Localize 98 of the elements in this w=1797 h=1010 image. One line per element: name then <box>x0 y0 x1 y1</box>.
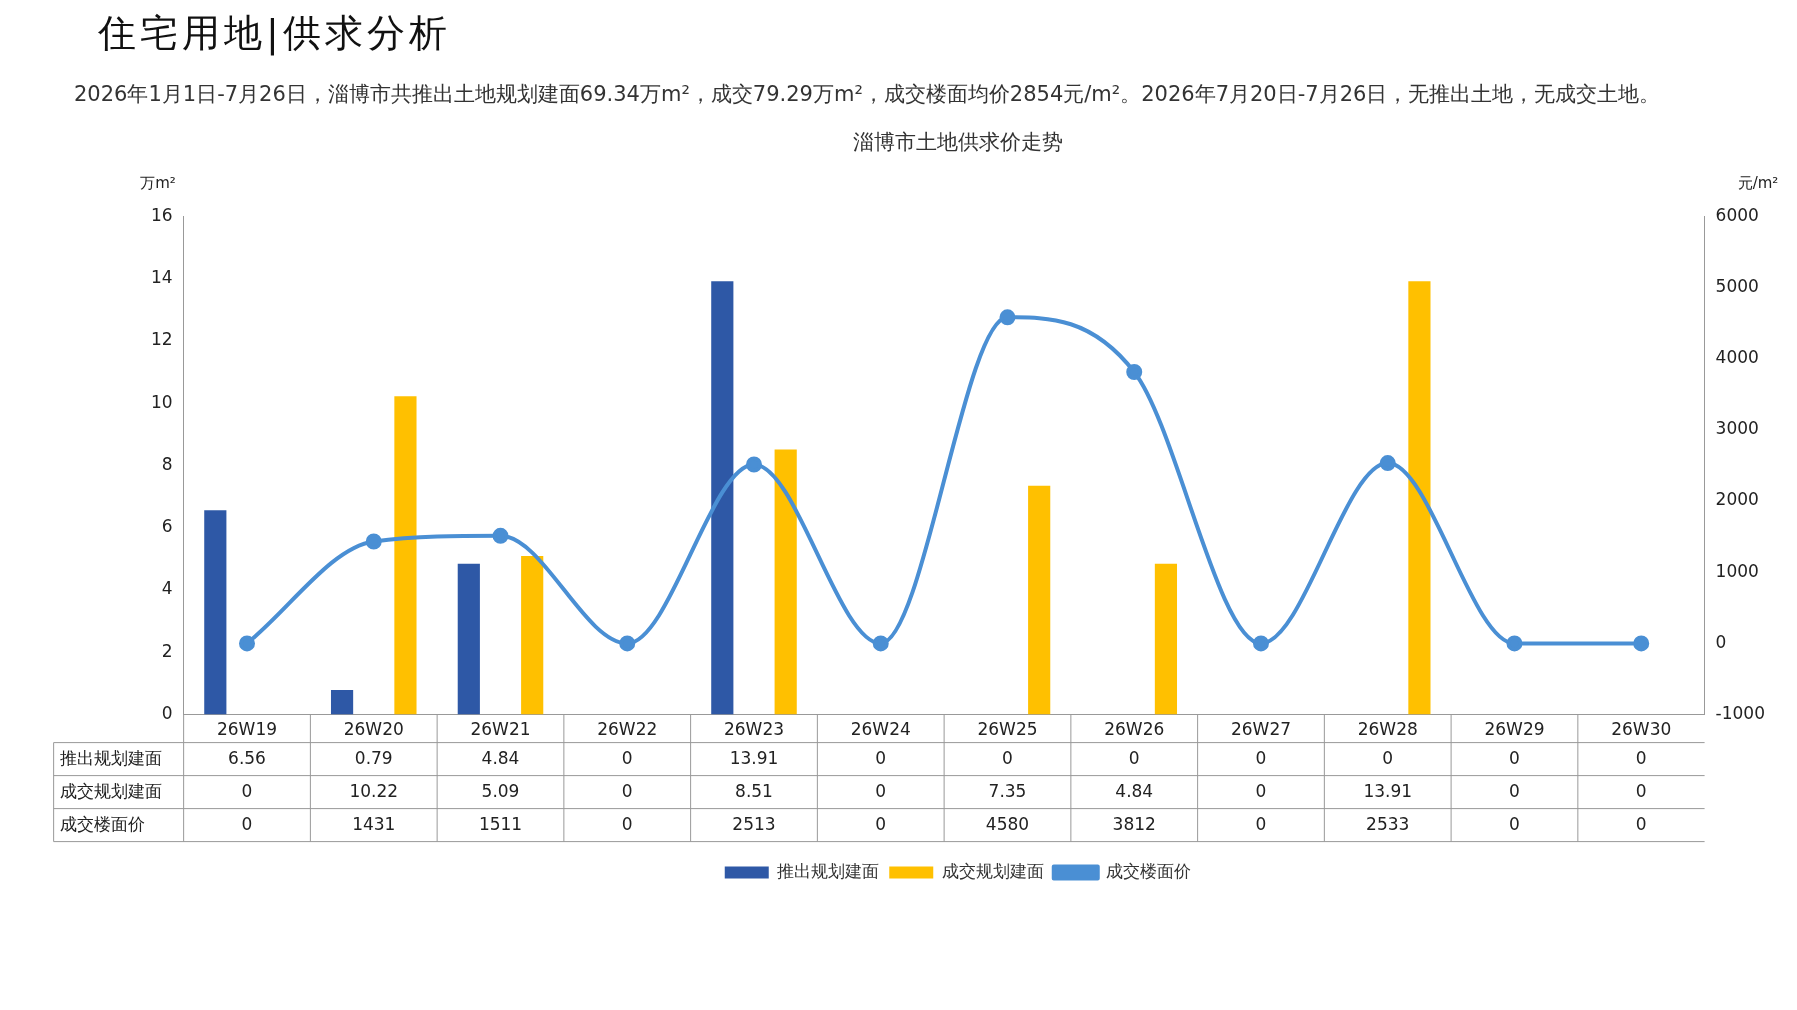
y-tick-label: 8 <box>161 453 173 474</box>
point <box>365 533 382 550</box>
bar <box>711 280 734 715</box>
y-tick-label: 6 <box>161 515 173 536</box>
x-tick-label: 26W20 <box>343 718 404 739</box>
point <box>872 634 889 651</box>
data-label: 7.35 <box>988 780 1027 801</box>
y2-tick-label: -1000 <box>1715 702 1766 723</box>
text: 成交规划建面 <box>59 780 162 801</box>
x-tick-label: 26W27 <box>1230 718 1292 739</box>
point <box>239 634 256 651</box>
bar <box>1028 485 1051 715</box>
text: 成交楼面价 <box>59 813 145 834</box>
data-label: 4.84 <box>481 747 520 768</box>
point <box>1126 363 1143 380</box>
point <box>1252 634 1269 651</box>
text: 2026年1月1日-7月26日，淄博市共推出土地规划建面69.34万m²，成交79.29万m²，成交楼面均价2854元/m²。2026年7月20日-7月26日，无推出土地，无成交土地。 <box>74 81 1662 108</box>
y2-axis-title: 元/m² <box>1737 173 1779 192</box>
y2-tick-label: 3000 <box>1715 417 1759 438</box>
bar <box>394 395 417 715</box>
x-tick-label: 26W26 <box>1104 718 1165 739</box>
data-label: 10.22 <box>349 780 399 801</box>
data-label: 0 <box>1509 780 1520 801</box>
y-tick-label: 10 <box>150 391 173 412</box>
y-tick-label: 0 <box>161 702 173 723</box>
y-axis-title: 万m² <box>140 173 176 192</box>
data-label: 0 <box>875 813 887 834</box>
data-label: 13.91 <box>729 747 779 768</box>
point <box>1379 454 1396 471</box>
x-tick-label: 26W28 <box>1357 718 1418 739</box>
data-label: 4580 <box>985 813 1030 834</box>
point <box>1633 634 1650 651</box>
data-label: 0 <box>1635 813 1647 834</box>
y2-tick-label: 4000 <box>1715 346 1759 367</box>
legend-label: 推出规划建面 <box>777 860 880 881</box>
point <box>999 308 1016 325</box>
data-label: 5.09 <box>481 780 520 801</box>
data-label: 0 <box>621 813 633 834</box>
y-tick-label: 12 <box>150 328 173 349</box>
text: 住宅用地|供求分析 <box>98 10 452 58</box>
y2-tick-label: 1000 <box>1715 560 1759 581</box>
bar <box>330 689 354 715</box>
data-label: 0 <box>1255 780 1267 801</box>
data-label: 0 <box>1635 747 1647 768</box>
bar <box>774 449 797 715</box>
bar <box>204 509 227 715</box>
data-label: 0 <box>241 780 253 801</box>
x-tick-label: 26W30 <box>1611 718 1672 739</box>
y-tick-label: 2 <box>161 640 173 661</box>
chart-title: 淄博市土地供求价走势 <box>853 129 1063 154</box>
y2-tick-label: 5000 <box>1715 275 1759 296</box>
x-tick-label: 26W24 <box>850 718 911 739</box>
point <box>492 527 509 544</box>
data-label: 0 <box>875 747 887 768</box>
point <box>1506 634 1523 651</box>
point <box>619 634 636 651</box>
data-label: 3812 <box>1112 813 1156 834</box>
data-label: 0 <box>1382 747 1394 768</box>
y-tick-label: 16 <box>150 204 173 225</box>
bar <box>1154 563 1178 715</box>
legend-label: 成交规划建面 <box>941 860 1044 881</box>
data-label: 0 <box>1255 813 1267 834</box>
bar <box>457 563 480 715</box>
data-label: 1511 <box>478 813 523 834</box>
data-label: 0 <box>1255 747 1267 768</box>
y2-tick-label: 6000 <box>1715 204 1759 225</box>
data-label: 2513 <box>732 813 776 834</box>
point <box>746 455 762 472</box>
x-tick-label: 26W23 <box>723 718 785 739</box>
y-tick-label: 4 <box>161 577 173 598</box>
x-tick-label: 26W25 <box>977 718 1038 739</box>
text: 推出规划建面 <box>59 747 162 768</box>
data-label: 8.51 <box>735 780 773 801</box>
legend-label: 成交楼面价 <box>1106 860 1192 881</box>
y-tick-label: 14 <box>150 266 173 287</box>
data-label: 2533 <box>1366 813 1410 834</box>
data-label: 6.56 <box>228 747 266 768</box>
data-label: 0 <box>1128 747 1140 768</box>
data-label: 0.79 <box>354 747 393 768</box>
bar <box>1408 280 1431 715</box>
data-label: 0 <box>1002 747 1013 768</box>
data-label: 13.91 <box>1363 780 1413 801</box>
x-tick-label: 26W19 <box>216 718 278 739</box>
x-tick-label: 26W21 <box>470 718 531 739</box>
x-tick-label: 26W29 <box>1484 718 1545 739</box>
data-label: 0 <box>1635 780 1647 801</box>
data-label: 0 <box>621 780 633 801</box>
data-label: 0 <box>1509 813 1520 834</box>
data-label: 0 <box>241 813 253 834</box>
y2-tick-label: 0 <box>1715 631 1727 652</box>
data-label: 0 <box>875 780 887 801</box>
bar <box>521 555 544 715</box>
data-label: 0 <box>1509 747 1520 768</box>
y2-tick-label: 2000 <box>1715 488 1759 509</box>
data-label: 1431 <box>352 813 396 834</box>
x-tick-label: 26W22 <box>597 718 658 739</box>
data-label: 0 <box>621 747 633 768</box>
data-label: 4.84 <box>1115 780 1154 801</box>
